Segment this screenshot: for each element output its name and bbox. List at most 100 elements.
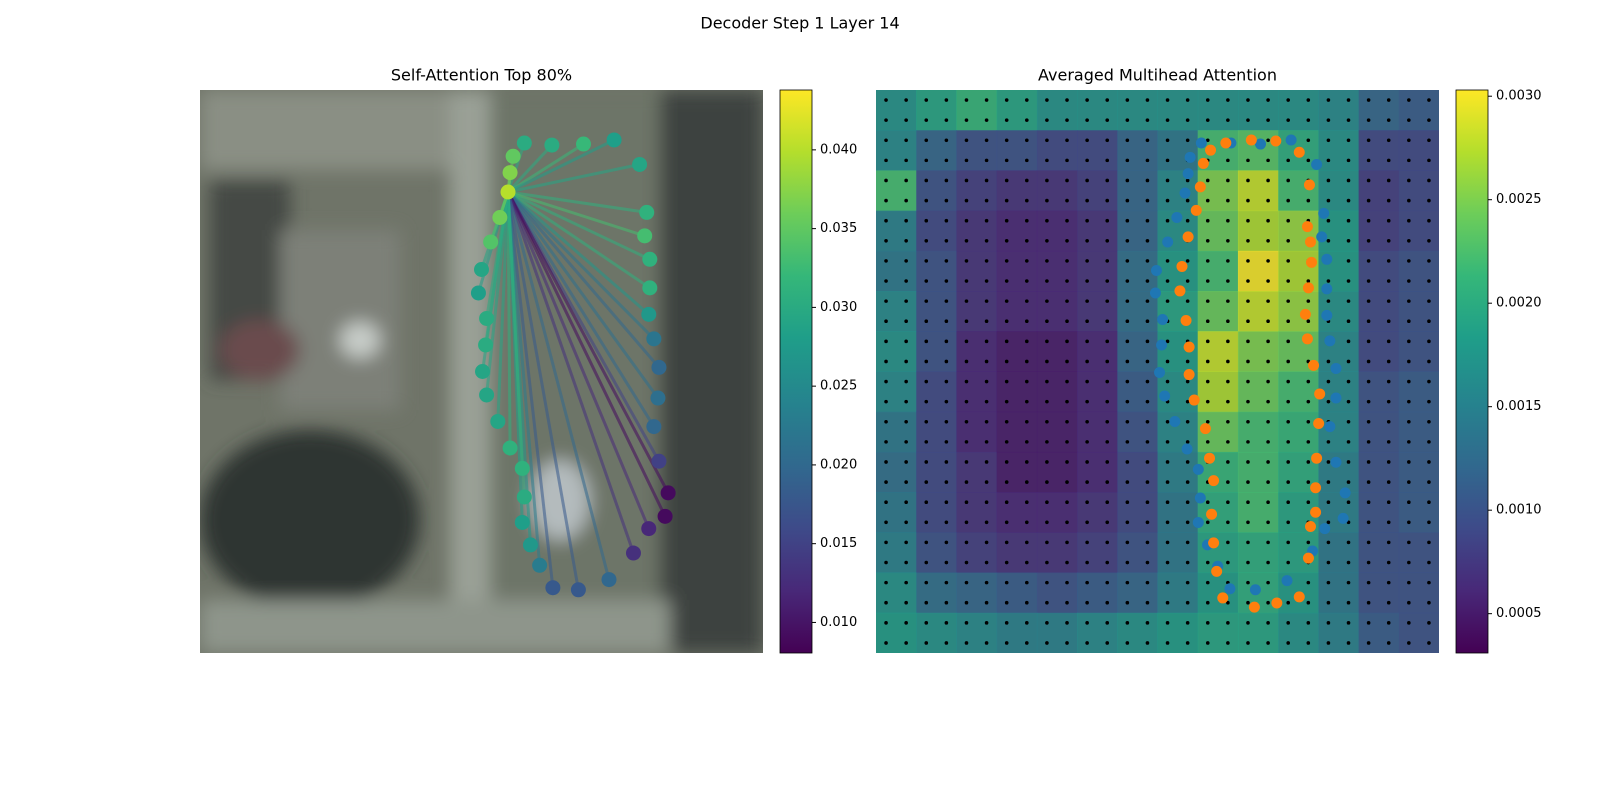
keypoint — [1181, 443, 1193, 455]
keypoint — [639, 204, 655, 220]
keypoint — [632, 156, 648, 172]
grid-dot — [1366, 560, 1371, 565]
grid-dot — [984, 500, 989, 504]
grid-dot — [1165, 600, 1170, 605]
grid-dot — [1065, 138, 1069, 143]
grid-dot — [1085, 359, 1089, 364]
grid-dot — [1085, 279, 1089, 283]
grid-dot — [1205, 399, 1210, 404]
grid-dot — [1085, 641, 1089, 645]
grid-dot — [884, 500, 888, 504]
keypoint — [1176, 260, 1188, 272]
keypoint — [479, 310, 495, 326]
grid-dot — [1326, 218, 1331, 223]
grid-dot — [1165, 520, 1170, 525]
heatmap-cell — [1157, 331, 1199, 372]
heatmap-cell — [1358, 492, 1400, 533]
grid-dot — [984, 118, 989, 122]
heatmap-cell — [1358, 411, 1400, 453]
grid-dot — [1366, 440, 1371, 444]
grid-dot — [1125, 560, 1130, 565]
grid-dot — [1326, 520, 1331, 525]
grid-dot — [1145, 319, 1150, 324]
keypoint — [1157, 313, 1169, 325]
grid-dot — [984, 299, 989, 303]
grid-dot — [1205, 138, 1210, 143]
grid-dot — [1346, 419, 1351, 424]
grid-dot — [1266, 500, 1270, 504]
grid-dot — [1145, 359, 1150, 364]
keypoint — [492, 209, 508, 225]
grid-dot — [884, 560, 888, 565]
grid-dot — [904, 198, 908, 203]
grid-dot — [1185, 621, 1190, 625]
grid-dot — [1145, 259, 1150, 263]
heatmap-cell — [1278, 612, 1319, 653]
grid-dot — [884, 641, 888, 645]
heatmap-cell — [1358, 451, 1400, 493]
keypoint — [606, 132, 622, 148]
grid-dot — [1045, 118, 1049, 122]
attention-line — [507, 190, 651, 261]
grid-dot — [1085, 158, 1089, 163]
keypoint — [1188, 394, 1200, 406]
heatmap-cell — [996, 572, 1038, 614]
grid-dot — [1346, 600, 1351, 605]
colorbar-tick-label: 0.025 — [820, 379, 857, 394]
grid-dot — [1407, 138, 1411, 143]
grid-dot — [924, 500, 929, 504]
grid-dot — [884, 118, 888, 122]
grid-dot — [1145, 621, 1150, 625]
heatmap-cell — [876, 210, 917, 252]
grid-dot — [904, 319, 908, 324]
grid-dot — [1065, 198, 1069, 203]
heatmap-cell — [1318, 612, 1360, 653]
grid-dot — [1427, 500, 1431, 504]
grid-dot — [1205, 178, 1210, 183]
heatmap-cell — [1117, 612, 1158, 653]
heatmap-cell — [1237, 170, 1279, 212]
grid-dot — [1266, 158, 1270, 163]
grid-dot — [1266, 419, 1270, 424]
keypoint — [1313, 418, 1325, 430]
grid-dot — [964, 319, 969, 324]
keypoint — [1199, 423, 1211, 435]
grid-dot — [1386, 319, 1391, 324]
heatmap-cell — [956, 451, 998, 493]
grid-dot — [1427, 198, 1431, 203]
grid-dot — [1065, 259, 1069, 263]
grid-dot — [1025, 560, 1029, 565]
grid-dot — [944, 158, 949, 163]
grid-dot — [1366, 319, 1371, 324]
grid-dot — [1025, 419, 1029, 424]
grid-dot — [1326, 621, 1331, 625]
grid-dot — [1145, 641, 1150, 645]
grid-dot — [1165, 580, 1170, 585]
grid-dot — [944, 580, 949, 585]
grid-dot — [884, 158, 888, 163]
grid-dot — [1346, 560, 1351, 565]
heatmap-cell — [1358, 250, 1400, 292]
grid-dot — [1346, 218, 1351, 223]
keypoint — [522, 537, 538, 553]
grid-dot — [1045, 480, 1049, 484]
grid-dot — [1004, 138, 1009, 143]
heatmap-cell — [1398, 90, 1439, 131]
grid-dot — [1226, 440, 1230, 444]
keypoint — [1311, 158, 1323, 170]
grid-dot — [1105, 239, 1110, 243]
grid-dot — [1025, 118, 1029, 122]
grid-dot — [1226, 399, 1230, 404]
grid-dot — [1004, 399, 1009, 404]
grid-dot — [1065, 158, 1069, 163]
grid-dot — [1085, 218, 1089, 223]
keypoint — [1194, 181, 1206, 193]
grid-dot — [1346, 279, 1351, 283]
grid-dot — [1226, 419, 1230, 424]
grid-dot — [1025, 641, 1029, 645]
grid-dot — [1165, 158, 1170, 163]
grid-dot — [1407, 399, 1411, 404]
heatmap-cell — [876, 492, 917, 533]
grid-dot — [984, 621, 989, 625]
heatmap-cell — [1157, 612, 1199, 653]
